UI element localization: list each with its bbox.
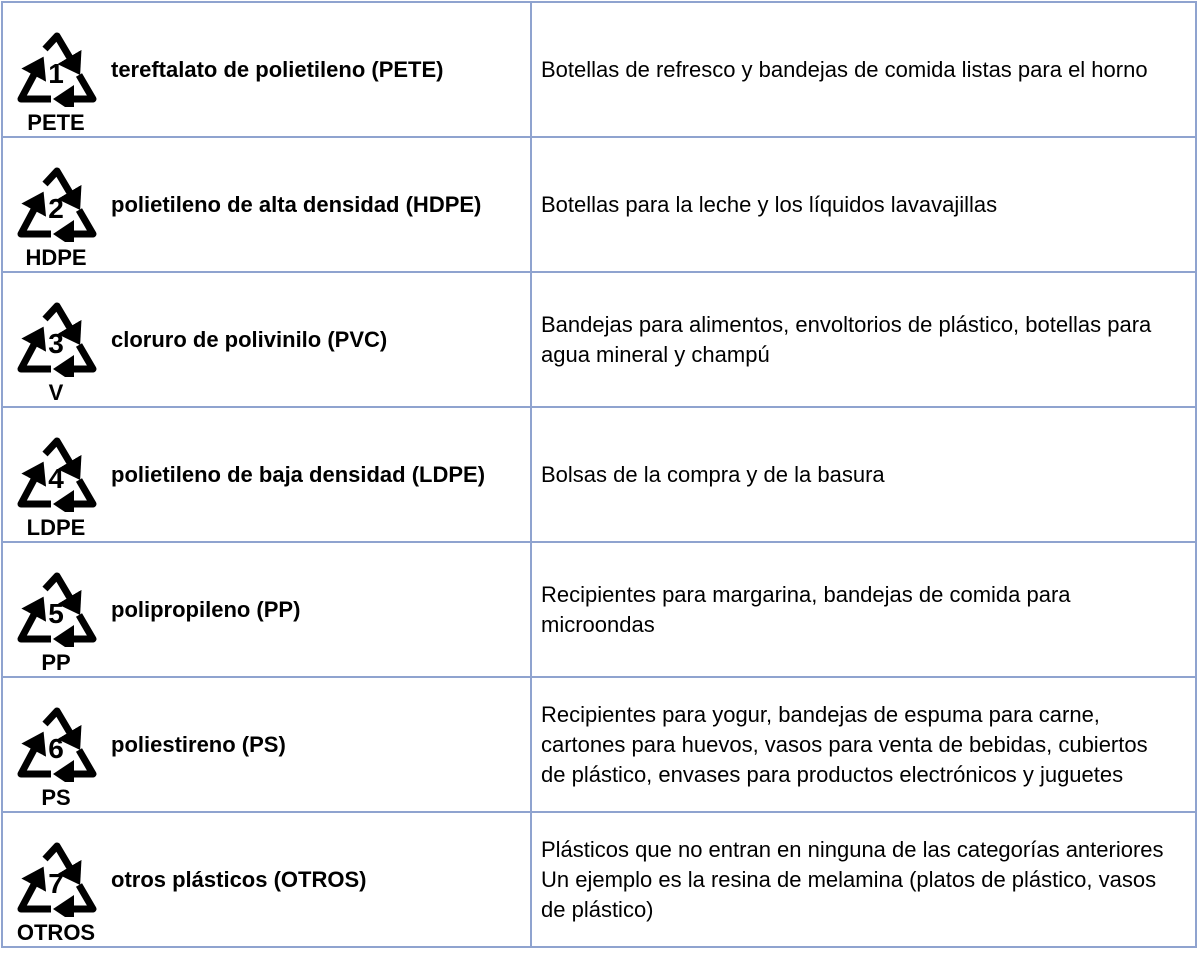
uses-description: Recipientes para margarina, bandejas de … — [541, 581, 1071, 637]
uses-description: Recipientes para yogur, bandejas de espu… — [541, 701, 1148, 787]
uses-description: Botellas para la leche y los líquidos la… — [541, 191, 998, 217]
resin-code: PP — [41, 650, 71, 675]
plastics-table: 1 PETE tereftalato de polietileno (PETE)… — [1, 1, 1197, 948]
table-row: 2 HDPE polietileno de alta densidad (HDP… — [1, 136, 1197, 273]
uses-cell: Recipientes para margarina, bandejas de … — [530, 541, 1197, 678]
table-row: 3 V cloruro de polivinilo (PVC) Bandejas… — [1, 271, 1197, 408]
plastic-type-cell: 7 OTROS otros plásticos (OTROS) — [1, 811, 532, 948]
recycling-triangle-icon: 4 LDPE — [3, 408, 103, 541]
table-row: 4 LDPE polietileno de baja densidad (LDP… — [1, 406, 1197, 543]
resin-code: LDPE — [26, 515, 86, 540]
resin-number: 7 — [48, 868, 64, 899]
uses-cell: Botellas de refresco y bandejas de comid… — [530, 1, 1197, 138]
recycling-triangle-icon: 6 PS — [3, 678, 103, 811]
uses-description: Plásticos que no entran en ninguna de la… — [541, 836, 1164, 922]
plastic-name: otros plásticos (OTROS) — [111, 866, 367, 892]
uses-description: Bandejas para alimentos, envoltorios de … — [541, 311, 1152, 367]
resin-code: HDPE — [25, 245, 87, 270]
recycling-triangle-icon: 3 V — [3, 273, 103, 406]
plastic-name: cloruro de polivinilo (PVC) — [111, 326, 388, 352]
resin-number: 6 — [48, 733, 64, 764]
table-row: 6 PS poliestireno (PS) Recipientes para … — [1, 676, 1197, 813]
recycling-triangle-icon: 1 PETE — [3, 3, 103, 136]
plastic-name: polietileno de baja densidad (LDPE) — [111, 461, 486, 487]
table-row: 7 OTROS otros plásticos (OTROS) Plástico… — [1, 811, 1197, 948]
plastic-name: polipropileno (PP) — [111, 596, 301, 622]
uses-cell: Bandejas para alimentos, envoltorios de … — [530, 271, 1197, 408]
uses-cell: Recipientes para yogur, bandejas de espu… — [530, 676, 1197, 813]
resin-number: 3 — [48, 328, 64, 359]
recycling-triangle-icon: 7 OTROS — [3, 813, 103, 946]
resin-number: 2 — [48, 193, 64, 224]
plastic-name: poliestireno (PS) — [111, 731, 286, 757]
resin-code: OTROS — [16, 920, 96, 945]
resin-number: 4 — [48, 463, 64, 494]
table-row: 5 PP polipropileno (PP) Recipientes para… — [1, 541, 1197, 678]
plastic-name: polietileno de alta densidad (HDPE) — [111, 191, 482, 217]
recycling-triangle-icon: 5 PP — [3, 543, 103, 676]
uses-description: Bolsas de la compra y de la basura — [541, 461, 885, 487]
plastic-type-cell: 2 HDPE polietileno de alta densidad (HDP… — [1, 136, 532, 273]
uses-cell: Botellas para la leche y los líquidos la… — [530, 136, 1197, 273]
resin-code: PS — [41, 785, 71, 810]
plastic-type-cell: 3 V cloruro de polivinilo (PVC) — [1, 271, 532, 408]
plastic-type-cell: 1 PETE tereftalato de polietileno (PETE) — [1, 1, 532, 138]
plastic-type-cell: 6 PS poliestireno (PS) — [1, 676, 532, 813]
resin-number: 1 — [48, 58, 64, 89]
uses-cell: Bolsas de la compra y de la basura — [530, 406, 1197, 543]
recycling-triangle-icon: 2 HDPE — [3, 138, 103, 271]
plastic-name: tereftalato de polietileno (PETE) — [111, 56, 444, 82]
uses-description: Botellas de refresco y bandejas de comid… — [541, 56, 1148, 82]
resin-code: PETE — [27, 110, 85, 135]
resin-code: V — [48, 380, 64, 405]
plastic-type-cell: 4 LDPE polietileno de baja densidad (LDP… — [1, 406, 532, 543]
plastic-type-cell: 5 PP polipropileno (PP) — [1, 541, 532, 678]
uses-cell: Plásticos que no entran en ninguna de la… — [530, 811, 1197, 948]
resin-number: 5 — [48, 598, 64, 629]
table-row: 1 PETE tereftalato de polietileno (PETE)… — [1, 1, 1197, 138]
